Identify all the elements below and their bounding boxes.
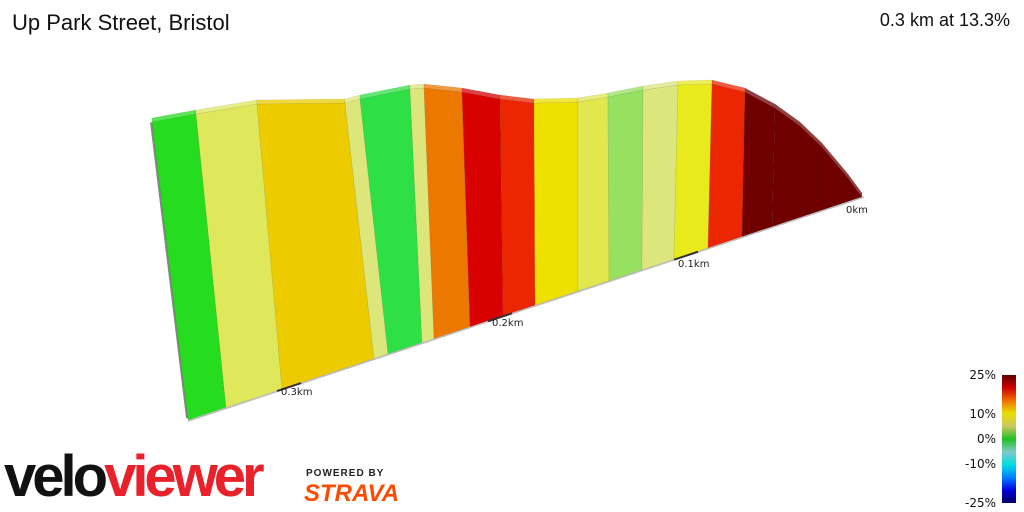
strava-logo: STRAVA	[304, 480, 400, 507]
axis-tick	[487, 312, 513, 323]
segment-top-face	[677, 79, 713, 86]
axis-tick	[276, 382, 302, 393]
gradient-segment	[533, 101, 579, 306]
page-title: Up Park Street, Bristol	[12, 10, 230, 35]
gradient-segment	[741, 91, 776, 238]
gradient-segment	[821, 146, 849, 211]
x-tick-label: 0.2km	[492, 318, 523, 329]
x-tick-label: 0.1km	[678, 259, 709, 270]
segment-top-face	[409, 83, 425, 90]
gradient-segment	[577, 96, 610, 292]
segment-top-face	[256, 98, 346, 105]
legend-label: -10%	[965, 457, 996, 471]
gradient-segment	[673, 83, 713, 260]
segment-top-face	[533, 97, 579, 104]
gradient-segment	[499, 98, 536, 317]
climb-summary: 0.3 km at 13.3%	[879, 10, 1010, 30]
axis-tick	[673, 250, 699, 261]
veloviewer-logo: veloviewer	[4, 444, 265, 509]
gradient-segment	[771, 107, 801, 228]
gradient-legend: 25% 10% 0% -10% -25%	[965, 368, 1016, 510]
x-tick-label: 0.3km	[281, 387, 312, 398]
gradient-segment	[607, 89, 644, 282]
legend-label: 0%	[977, 432, 996, 446]
legend-label: -25%	[965, 496, 996, 510]
gradient-segment	[707, 83, 746, 249]
legend-label: 25%	[969, 368, 996, 382]
x-tick-label: 0km	[846, 205, 868, 216]
legend-label: 10%	[969, 407, 996, 421]
legend-color-bar	[1002, 375, 1016, 503]
gradient-segment	[641, 84, 679, 271]
powered-by-label: POWERED BY	[306, 468, 385, 479]
